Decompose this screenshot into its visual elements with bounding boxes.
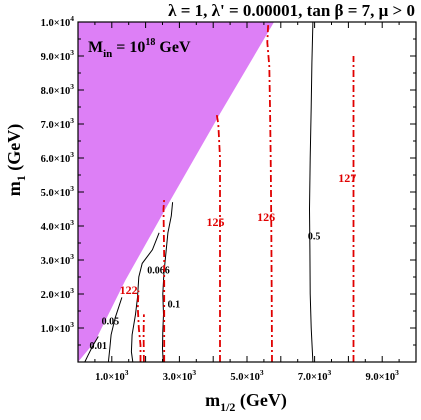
y-tick-label: 2.0×103 [41, 286, 75, 301]
excluded-region [78, 22, 274, 362]
x-tick-label: 1.0×103 [95, 368, 129, 383]
contour-label: 0.5 [308, 232, 321, 243]
contour-label: 0.05 [102, 317, 120, 328]
y-axis-label: m1 (GeV) [4, 124, 28, 196]
contour-label: 125 [206, 215, 224, 229]
contour-label: 122 [120, 283, 138, 297]
y-tick-label: 4.0×103 [41, 218, 75, 233]
contour-label: 0.01 [89, 341, 107, 352]
contour-label: 0.066 [147, 266, 170, 277]
higgs-mass-contour-9 [164, 199, 165, 362]
y-tick-label: 1.0×103 [41, 320, 75, 335]
x-tick-label: 7.0×103 [298, 368, 332, 383]
y-tick-label: 7.0×103 [41, 116, 75, 131]
y-tick-label: 9.0×103 [41, 48, 75, 63]
higgs-mass-contour-5 [138, 291, 141, 362]
contour-label: 126 [257, 210, 275, 224]
y-tick-label: 6.0×103 [41, 150, 75, 165]
plot-area: 0.01 0.05 0.066 0.1 0.5 122 125 126 127 [78, 22, 416, 362]
fine-tuning-contour-4 [310, 22, 313, 362]
chart-title: λ = 1, λ' = 0.00001, tan β = 7, μ > 0 [168, 1, 415, 20]
higgs-mass-contour-7 [267, 22, 272, 362]
contour-label: 0.1 [168, 300, 181, 311]
y-tick-label: 1.0×104 [41, 14, 75, 29]
y-tick-label: 5.0×103 [41, 184, 75, 199]
x-axis-label: m1/2 (GeV) [205, 390, 287, 414]
x-tick-label: 5.0×103 [230, 368, 264, 383]
x-tick-label: 9.0×103 [366, 368, 400, 383]
x-tick-label: 3.0×103 [163, 368, 197, 383]
contour-label: 127 [338, 171, 356, 185]
y-tick-label: 8.0×103 [41, 82, 75, 97]
higgs-mass-contour-6 [217, 114, 220, 362]
y-tick-label: 3.0×103 [41, 252, 75, 267]
